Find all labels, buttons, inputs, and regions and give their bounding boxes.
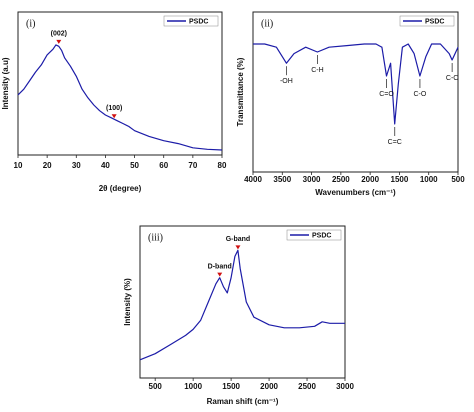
x-tick-label: 500 [451, 175, 465, 184]
x-tick-label: 60 [159, 161, 168, 170]
x-tick-label: 20 [43, 161, 52, 170]
data-line [253, 43, 459, 125]
annotation-label: C=O [379, 91, 394, 98]
chart-panel: 4000 3500 3000 2500 2000 1500 1000 500 Wavenumbe… [236, 11, 465, 197]
x-tick-label: 2500 [298, 382, 316, 391]
x-axis-label: 2θ (degree) [99, 184, 142, 193]
legend-label: PSDC [189, 18, 208, 25]
plot-frame [139, 225, 346, 379]
y-axis-label: Intensity (%) [123, 278, 132, 326]
x-tick-label: 80 [218, 161, 227, 170]
y-axis-label: Transmittance (%) [236, 57, 245, 126]
x-axis-label: Raman shift (cm⁻¹) [207, 397, 279, 406]
x-tick-label: 1500 [222, 382, 240, 391]
annotation-label: C-H [311, 67, 323, 74]
x-tick-label: 2000 [260, 382, 278, 391]
x-tick-label: 500 [149, 382, 163, 391]
x-tick-label: 40 [101, 161, 110, 170]
legend-label: PSDC [312, 232, 331, 239]
plot-frame [17, 11, 223, 156]
panel-label: (i) [26, 18, 35, 29]
x-tick-label: 2500 [332, 175, 350, 184]
x-tick-label: 1500 [391, 175, 409, 184]
chart-panel: 500 1000 1500 2000 2500 3000 Raman shift (cm⁻¹… [123, 225, 354, 406]
annotation-label: C=C [388, 139, 402, 146]
x-tick-label: 70 [188, 161, 197, 170]
legend-box [163, 15, 219, 27]
annotation-label: G-band [226, 236, 251, 243]
legend-box [399, 15, 455, 27]
annotation-label: D-band [208, 264, 232, 271]
annotation-marker [111, 114, 117, 119]
annotation-marker [235, 245, 241, 250]
annotation-label: (100) [106, 105, 122, 112]
panel-label: (ii) [261, 18, 273, 29]
x-tick-label: 1000 [420, 175, 438, 184]
plot-frame [252, 11, 459, 173]
annotation-label: C-O [414, 91, 427, 98]
chart-panel: 10 20 30 40 50 60 70 80 2θ (degree) Intensity (a.… [1, 11, 227, 193]
x-tick-label: 3000 [303, 175, 321, 184]
legend-box [286, 229, 342, 241]
annotation-marker [56, 39, 62, 44]
x-tick-label: 3000 [336, 382, 354, 391]
x-tick-label: 50 [130, 161, 139, 170]
annotation-label: C-C [446, 75, 458, 82]
x-axis-label: Wavenumbers (cm⁻¹) [315, 188, 396, 197]
panel-label: (iii) [148, 232, 163, 243]
x-tick-label: 2000 [361, 175, 379, 184]
annotation-marker [217, 272, 223, 277]
legend-label: PSDC [425, 18, 444, 25]
x-tick-label: 3500 [273, 175, 291, 184]
x-tick-label: 1000 [184, 382, 202, 391]
annotation-label: (002) [51, 31, 67, 38]
x-tick-label: 4000 [244, 175, 262, 184]
x-tick-label: 10 [14, 161, 23, 170]
data-line [17, 44, 223, 151]
data-line [139, 249, 345, 361]
y-axis-label: Intensity (a.u) [1, 57, 10, 109]
annotation-label: -OH [280, 78, 293, 85]
x-tick-label: 30 [72, 161, 81, 170]
